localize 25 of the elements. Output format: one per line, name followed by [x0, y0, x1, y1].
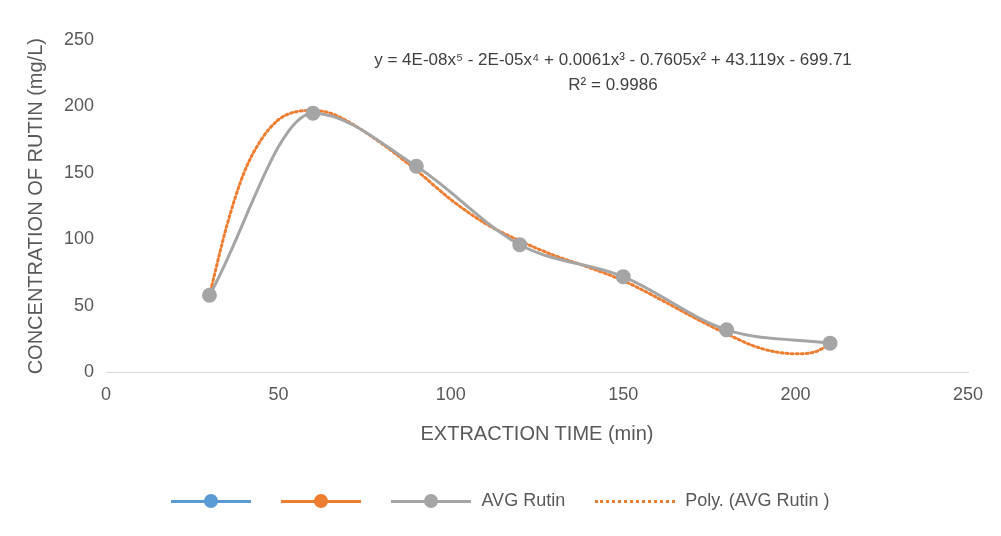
y-tick-label: 150 [63, 161, 95, 182]
annotation: R² = 0.9986 [568, 74, 658, 94]
point [201, 287, 217, 303]
x-tick-label: 50 [268, 384, 289, 405]
y-tick-label: 100 [63, 228, 95, 249]
x-tick-label: 250 [952, 384, 984, 405]
y-tick-label: 50 [74, 294, 95, 315]
legend-label: AVG Rutin [481, 490, 566, 511]
y-tick-label: 0 [84, 361, 95, 382]
x-tick-label: 100 [435, 384, 466, 405]
x-tick-label: 200 [780, 384, 811, 405]
y-tick-label: 200 [63, 95, 95, 116]
legend-label: Poly. (AVG Rutin ) [685, 490, 830, 511]
x-tick-label: 150 [608, 384, 639, 405]
point [719, 322, 735, 338]
y-axis-title: CONCENTRATION OF RUTIN (mg/L) [23, 38, 46, 375]
point [408, 158, 424, 174]
annotation: y = 4E-08x⁵ - 2E-05x⁴ + 0.0061x³ - 0.7605x² + 43.119x - 699.71 [374, 49, 852, 69]
point [615, 269, 631, 285]
point [512, 237, 528, 253]
x-axis-title: EXTRACTION TIME (min) [420, 421, 654, 444]
y-tick-label: 250 [63, 28, 95, 49]
point [822, 335, 838, 351]
point [305, 105, 321, 121]
x-tick-label: 0 [101, 384, 112, 405]
